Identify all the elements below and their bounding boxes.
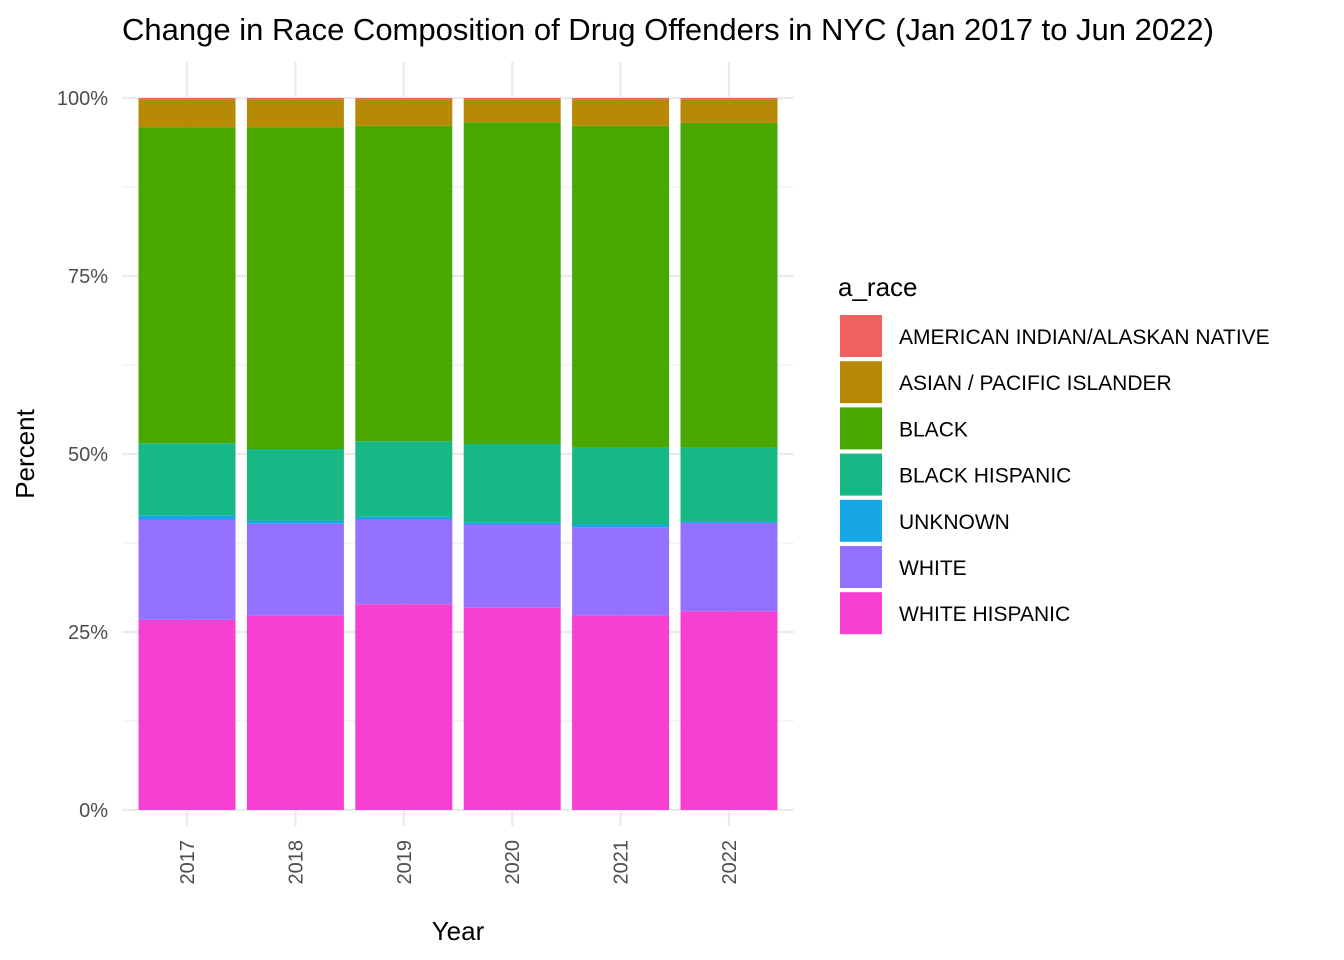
chart-title: Change in Race Composition of Drug Offen… [122,12,1214,47]
x-tick-label: 2020 [502,840,524,885]
bar-segment [463,99,561,123]
bar-segment [246,99,344,128]
bar-segment [246,520,344,524]
y-axis-title: Percent [10,408,40,498]
bar-segment [572,98,670,100]
bar-segment [355,519,453,605]
legend-label: WHITE HISPANIC [899,603,1070,626]
bar-segment [355,125,453,442]
legend-title: a_race [838,272,918,302]
bar-segment [572,615,670,810]
legend-key [840,315,882,357]
bar-segment [246,523,344,616]
bar-segment [463,607,561,810]
bar-segment [463,444,561,523]
bar-segment [138,515,236,520]
y-tick-label: 50% [68,444,108,466]
bar-segment [463,98,561,100]
bar-segment [246,615,344,810]
bar-segment [246,449,344,521]
bar-segment [355,441,453,517]
bar-segment [355,516,453,520]
bar-segment [572,99,670,126]
bar-segment [572,527,670,616]
bar-segment [138,98,236,100]
legend-label: WHITE [899,557,967,580]
bar-segment [463,122,561,445]
x-axis-title: Year [432,916,485,946]
legend-label: UNKNOWN [899,511,1010,534]
bars [138,98,778,810]
legend-key [840,592,882,635]
bar-segment [463,524,561,608]
bar-segment [355,99,453,126]
bar-segment [355,604,453,810]
legend-label: BLACK HISPANIC [899,465,1071,488]
bar-segment [680,611,778,810]
bar-segment [246,127,344,450]
legend-label: BLACK [899,418,968,441]
x-tick-label: 2022 [719,840,741,885]
bar-segment [680,447,778,522]
legend-key [840,546,882,588]
legend-key [840,499,882,542]
x-tick-label: 2021 [611,840,633,885]
bar-segment [572,524,670,528]
bar-segment [463,522,561,525]
legend-key [840,361,882,404]
y-tick-label: 25% [68,622,108,644]
bar-segment [572,125,670,448]
bar-segment [355,98,453,100]
bar-segment [246,98,344,100]
legend-key [840,407,882,450]
bar-segment [138,99,236,128]
legend-label: AMERICAN INDIAN/ALASKAN NATIVE [899,326,1270,349]
x-tick-label: 2019 [394,840,416,885]
bar-segment [138,619,236,810]
bar-segment [138,443,236,516]
bar-segment [138,519,236,620]
bar-segment [572,447,670,525]
legend-label: ASIAN / PACIFIC ISLANDER [899,372,1172,395]
tick-labels: 0% 25% 50% 75% 100% 2017 2018 2019 2020 2021 2022 [57,88,741,885]
bar-segment [680,99,778,123]
legend-key [840,453,882,496]
bar-segment [680,523,778,612]
bar-segment [138,127,236,444]
x-tick-label: 2018 [285,840,307,885]
y-tick-label: 75% [68,266,108,288]
y-tick-label: 0% [79,800,108,822]
bar-segment [680,98,778,100]
legend: a_race AMERICAN INDIAN/ALASKAN NATIVE ASI… [838,272,1270,635]
y-tick-label: 100% [57,88,108,110]
bar-segment [680,521,778,524]
x-tick-label: 2017 [177,840,199,885]
bar-segment [680,122,778,448]
